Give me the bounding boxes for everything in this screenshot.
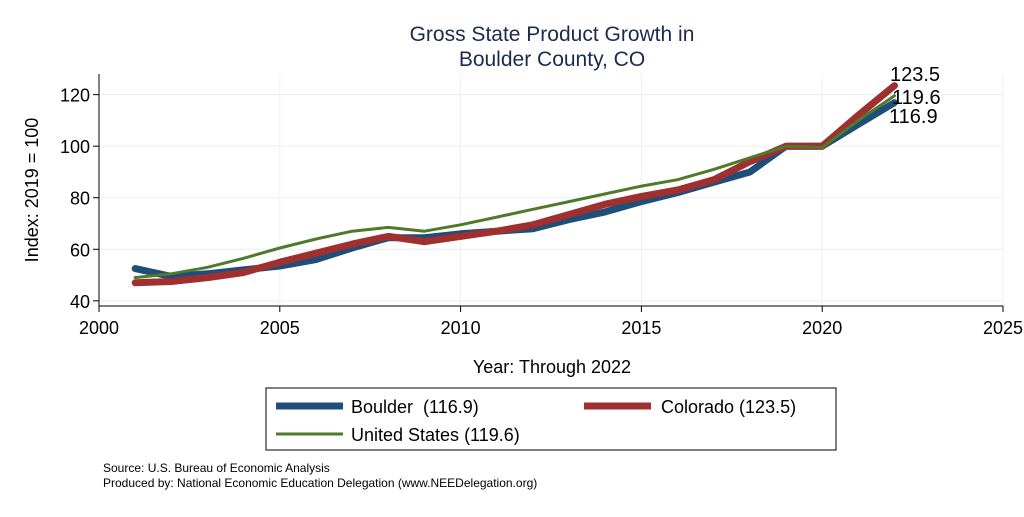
y-tick-label: 80: [70, 189, 90, 209]
y-axis-label: Index: 2019 = 100: [22, 118, 42, 263]
legend-label-colorado: Colorado (123.5): [661, 397, 796, 417]
x-axis-label: Year: Through 2022: [473, 357, 631, 377]
legend-box: [265, 387, 837, 451]
tick-labels: 40 60 80 100 120 2000 2005 2010 2015 2020 2025: [60, 86, 1023, 338]
y-tick-label: 120: [60, 86, 90, 106]
plot-area: 123.5 119.6 116.9: [93, 64, 1004, 312]
chart-title-line-2: Boulder County, CO: [459, 48, 645, 71]
produced-by-note: Produced by: National Economic Education…: [103, 476, 537, 490]
end-label-united-states: 119.6: [892, 87, 941, 109]
x-tick-label: 2025: [983, 318, 1023, 338]
y-tick-label: 40: [70, 292, 90, 312]
chart-title-line-1: Gross State Product Growth in: [410, 23, 695, 46]
series-line-colorado: [131, 82, 898, 287]
x-tick-label: 2010: [441, 318, 481, 338]
y-tick-label: 60: [70, 240, 90, 260]
axes: [93, 74, 1004, 312]
source-note: Source: U.S. Bureau of Economic Analysis: [103, 461, 330, 475]
end-label-colorado: 123.5: [890, 64, 940, 86]
legend: Boulder (116.9) Colorado (123.5) United …: [265, 387, 837, 451]
legend-label-united-states: United States (119.6): [351, 425, 520, 445]
x-tick-label: 2020: [802, 318, 842, 338]
end-label-boulder: 116.9: [889, 106, 938, 128]
legend-label-boulder: Boulder (116.9): [351, 397, 479, 417]
x-tick-label: 2005: [260, 318, 300, 338]
y-tick-label: 100: [60, 137, 90, 157]
series-line-united-states: [133, 94, 896, 280]
x-tick-label: 2015: [621, 318, 661, 338]
series-lines: [131, 82, 898, 287]
end-labels: 123.5 119.6 116.9: [889, 64, 941, 128]
gridlines: [99, 74, 1004, 306]
x-tick-label: 2000: [79, 318, 119, 338]
